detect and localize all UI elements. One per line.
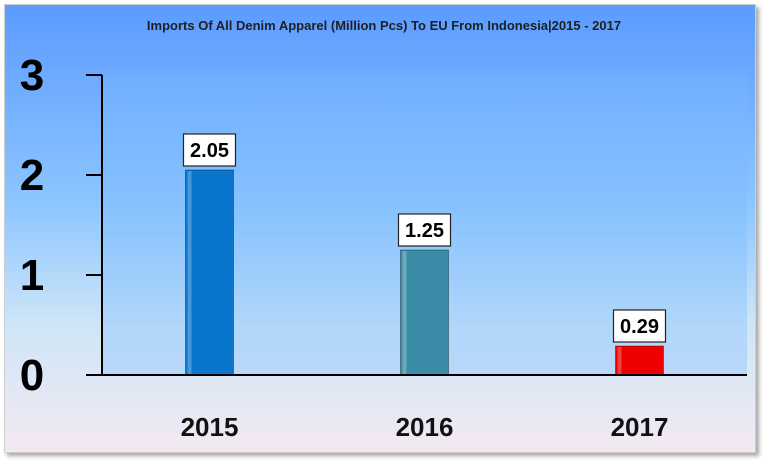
chart-frame xyxy=(4,4,756,453)
data-label: 1.25 xyxy=(405,220,444,242)
y-tick-label: 0 xyxy=(20,351,44,400)
bar-highlight xyxy=(617,347,622,374)
data-label: 0.29 xyxy=(620,316,659,338)
x-tick-label: 2016 xyxy=(396,412,454,442)
bar-highlight xyxy=(402,251,407,374)
y-tick-label: 2 xyxy=(20,151,44,200)
y-axis: 0 1 2 3 xyxy=(20,51,103,400)
x-axis: 2015 2016 2017 xyxy=(102,374,747,442)
y-tick-label: 3 xyxy=(20,51,44,100)
x-tick-label: 2015 xyxy=(181,412,239,442)
chart-title: Imports Of All Denim Apparel (Million Pc… xyxy=(147,18,621,33)
data-label: 2.05 xyxy=(190,140,229,162)
bar xyxy=(185,169,234,376)
bar-highlight xyxy=(187,171,192,374)
x-tick-label: 2017 xyxy=(611,412,669,442)
y-tick-label: 1 xyxy=(20,251,44,300)
data-label-box xyxy=(397,213,452,247)
data-label-box xyxy=(182,133,237,167)
bar xyxy=(615,345,664,376)
bars: 2.05 1.25 0.29 xyxy=(182,133,667,376)
data-label-box xyxy=(612,309,667,343)
bar xyxy=(400,249,449,376)
